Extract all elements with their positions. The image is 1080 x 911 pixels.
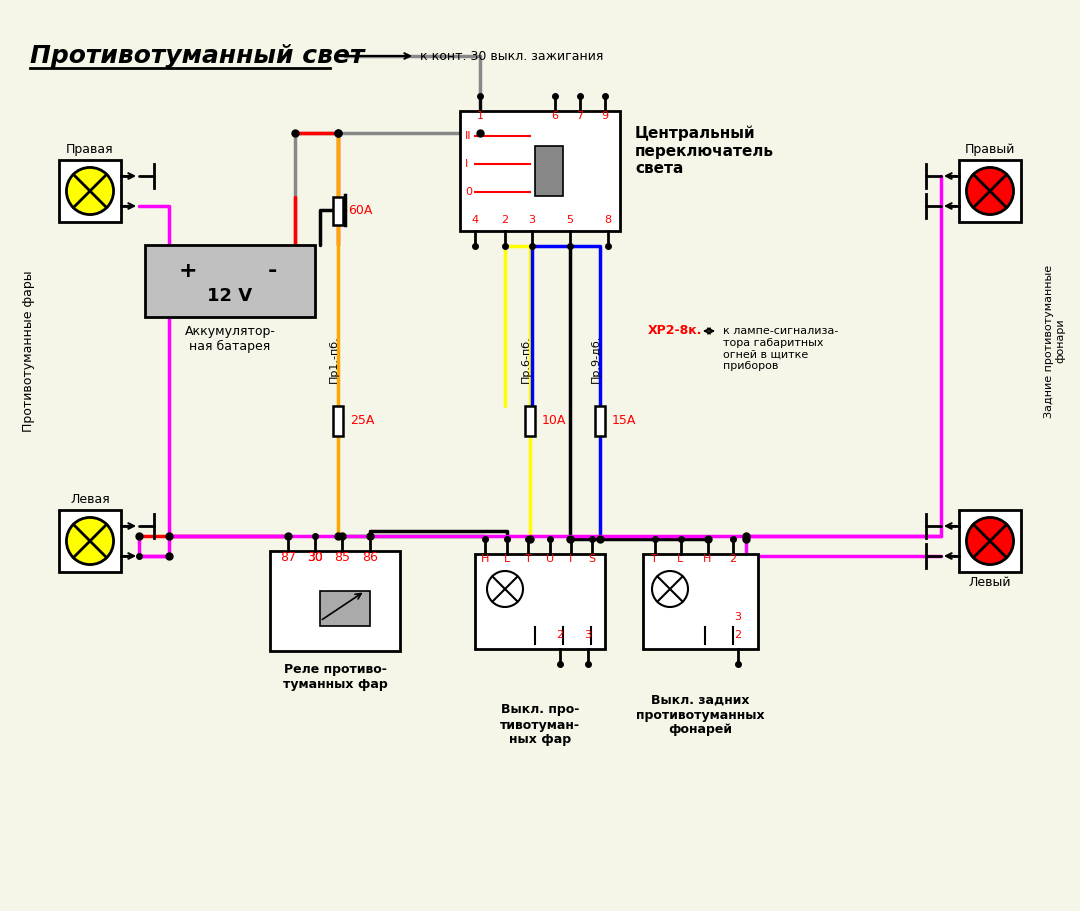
Text: 3: 3 [584, 630, 592, 640]
Text: Правый: Правый [964, 143, 1015, 156]
Text: 0: 0 [465, 187, 472, 197]
Circle shape [967, 168, 1013, 215]
Text: 6: 6 [552, 111, 558, 121]
Text: 2: 2 [501, 215, 509, 225]
Text: к конт. 30 выкл. зажигания: к конт. 30 выкл. зажигания [420, 49, 604, 63]
Bar [525, 406, 535, 436]
Text: I: I [465, 159, 469, 169]
Text: 30: 30 [307, 551, 323, 564]
Text: 60А: 60А [348, 204, 373, 218]
Bar [460, 111, 620, 231]
Text: 25А: 25А [350, 415, 375, 427]
Text: 1: 1 [476, 111, 484, 121]
Text: 2: 2 [556, 630, 564, 640]
Text: Пр.6-пб.: Пр.6-пб. [521, 335, 531, 383]
Text: Правая: Правая [66, 143, 113, 156]
Text: -: - [268, 261, 278, 281]
Text: 3: 3 [734, 612, 741, 622]
Text: Левая: Левая [70, 493, 110, 506]
Text: +: + [178, 261, 197, 281]
Text: T: T [525, 554, 531, 564]
Bar [270, 551, 400, 651]
Text: 30: 30 [307, 551, 323, 564]
Text: к лампе-сигнализа-
тора габаритных
огней в щитке
приборов: к лампе-сигнализа- тора габаритных огней… [723, 326, 838, 371]
Text: Реле противо-
туманных фар: Реле противо- туманных фар [283, 663, 388, 691]
Text: 5: 5 [567, 215, 573, 225]
Text: U: U [545, 554, 554, 564]
Circle shape [67, 168, 113, 215]
Text: Пр.9-дб.: Пр.9-дб. [591, 334, 600, 383]
Text: 9: 9 [602, 111, 608, 121]
Text: 12 V: 12 V [207, 287, 253, 305]
Text: Противотуманные фары: Противотуманные фары [22, 271, 35, 432]
Text: Противотуманный свет: Противотуманный свет [30, 44, 365, 68]
Text: I: I [569, 554, 572, 564]
Text: H: H [703, 554, 712, 564]
Text: 8: 8 [605, 215, 611, 225]
Text: L: L [677, 554, 684, 564]
Text: 10А: 10А [542, 415, 566, 427]
Bar [333, 406, 343, 436]
Text: 2: 2 [729, 554, 737, 564]
Text: 3: 3 [528, 215, 536, 225]
Text: 2: 2 [734, 630, 741, 640]
Text: 15А: 15А [612, 415, 636, 427]
Circle shape [652, 571, 688, 607]
Text: Аккумулятор-
ная батарея: Аккумулятор- ная батарея [185, 325, 275, 353]
Text: T: T [651, 554, 658, 564]
Bar [59, 510, 121, 572]
Bar [535, 146, 563, 196]
Text: 86: 86 [362, 551, 378, 564]
Circle shape [67, 517, 113, 565]
Text: 85: 85 [334, 551, 350, 564]
Bar [145, 245, 315, 317]
Text: II: II [465, 131, 472, 141]
Text: Задние противотуманные
фонари: Задние противотуманные фонари [1044, 264, 1066, 417]
Text: Центральный
переключатель
света: Центральный переключатель света [635, 126, 774, 176]
Text: S: S [589, 554, 595, 564]
Text: Пр1.-пб.: Пр1.-пб. [329, 335, 339, 383]
Text: Левый: Левый [969, 576, 1011, 589]
Bar [59, 160, 121, 222]
Text: 4: 4 [472, 215, 478, 225]
Bar [959, 160, 1021, 222]
Text: ХР2-8к.: ХР2-8к. [648, 324, 702, 337]
Bar [959, 510, 1021, 572]
Text: 7: 7 [577, 111, 583, 121]
Bar [320, 591, 370, 626]
Circle shape [967, 517, 1013, 565]
Bar [595, 406, 605, 436]
Text: Выкл. задних
противотуманных
фонарей: Выкл. задних противотуманных фонарей [636, 693, 765, 736]
Bar [475, 554, 605, 649]
Bar [643, 554, 757, 649]
Text: H: H [481, 554, 489, 564]
Circle shape [487, 571, 523, 607]
Text: 87: 87 [280, 551, 296, 564]
Text: Выкл. про-
тивотуман-
ных фар: Выкл. про- тивотуман- ных фар [500, 703, 580, 746]
Bar [333, 197, 343, 225]
Text: L: L [504, 554, 510, 564]
